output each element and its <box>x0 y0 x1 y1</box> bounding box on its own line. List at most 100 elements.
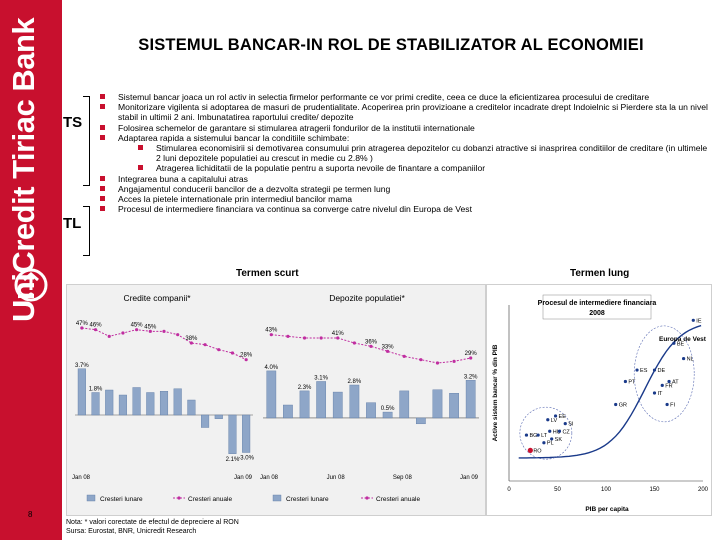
depozite-x-tick: Jan 08 <box>260 475 279 481</box>
depozite-bar <box>266 370 277 419</box>
credite-bar-label: 3.7% <box>75 363 89 369</box>
credite-annual-point <box>162 329 166 333</box>
credite-annual-point <box>217 348 221 352</box>
depozite-bar <box>366 402 376 419</box>
scatter-point-label: CZ <box>562 429 570 435</box>
depozite-annual-label: 43% <box>265 328 278 334</box>
credite-bar-label: -3.0% <box>238 456 254 462</box>
depozite-annual-label: 41% <box>332 331 345 337</box>
ts-label: TS <box>63 114 83 131</box>
depozite-title: Depozite populatiei* <box>329 293 405 303</box>
depozite-bar <box>349 384 360 419</box>
footnote: Nota: * valori corectate de efectul de d… <box>66 518 239 536</box>
short-term-heading: Termen scurt <box>236 268 299 279</box>
credite-annual-point <box>244 358 248 362</box>
depozite-x-tick: Sep 08 <box>393 475 413 481</box>
bullet-item: Procesul de intermediere financiara va c… <box>100 204 712 214</box>
scatter-point-label: SK <box>555 437 563 443</box>
scatter-point-label: IT <box>658 391 664 397</box>
credite-bar-label: 2.1% <box>226 457 240 463</box>
scatter-point-label: PL <box>547 441 554 447</box>
scatter-point <box>660 383 664 387</box>
credite-annual-point <box>230 351 235 355</box>
credite-bar <box>228 414 237 454</box>
scatter-point <box>635 368 639 372</box>
credite-annual-label: 28% <box>240 353 253 359</box>
scatter-point-label: LT <box>541 433 548 439</box>
sub-bullet-item: Atragerea lichiditatii de la populatie p… <box>100 163 712 173</box>
short-term-charts-svg: Credite companii* 3.7% 1.8% 2.1% -3.0% 47% 46%… <box>72 293 479 503</box>
scatter-cee-ellipse <box>519 406 573 460</box>
ts-bracket <box>83 96 90 186</box>
scatter-point <box>548 429 552 433</box>
legend-label: Cresteri anuale <box>188 496 232 503</box>
credite-x-tick: Jan 08 <box>72 475 91 481</box>
scatter-point-label: FI <box>670 402 675 408</box>
depozite-bar-label: 2.8% <box>348 379 362 385</box>
bullet-item: Monitorizare vigilenta si adoptarea de m… <box>100 102 712 122</box>
credite-annual-label: 45% <box>131 323 144 329</box>
depozite-annual-point <box>352 341 356 345</box>
depozite-bar <box>432 389 443 419</box>
tl-bracket <box>83 206 90 256</box>
scatter-point-label: PT <box>628 380 636 386</box>
scatter-we-ellipse <box>633 325 695 423</box>
depozite-annual-point <box>336 336 340 340</box>
scatter-point <box>691 318 695 322</box>
depozite-bar <box>299 390 310 419</box>
scatter-point <box>536 433 540 437</box>
scatter-title-year: 2008 <box>589 310 605 317</box>
long-term-heading: Termen lung <box>570 268 630 279</box>
credite-annual-label: 45% <box>144 324 157 330</box>
scatter-point <box>614 402 618 407</box>
credite-annual-point <box>176 333 180 337</box>
depozite-annual-label: 33% <box>382 344 395 350</box>
depozite-annual-point <box>386 349 390 353</box>
scatter-point <box>546 418 550 422</box>
credite-annual-label: 38% <box>185 336 198 342</box>
credite-bar <box>146 392 155 416</box>
depozite-bar-label: 3.2% <box>464 374 478 380</box>
legend-monthly-swatch <box>272 494 282 502</box>
credite-bar-label: 1.8% <box>89 387 103 393</box>
scatter-point-label: SI <box>568 422 574 428</box>
depozite-bar <box>283 404 293 419</box>
scatter-x-tick: 150 <box>649 487 660 493</box>
depozite-annual-point <box>402 354 406 358</box>
legend-label: Cresteri lunare <box>100 496 143 503</box>
bullet-item: Acces la pietele internationale prin int… <box>100 194 712 204</box>
credite-x-tick: Jan 09 <box>234 475 253 481</box>
credite-annual-point <box>93 328 98 332</box>
credite-annual-point <box>121 331 125 335</box>
depozite-annual-point <box>435 361 440 365</box>
bullet-item: Angajamentul conducerii bancilor de a de… <box>100 184 712 194</box>
depozite-bar-label: 4.0% <box>264 365 278 371</box>
depozite-annual-label: 29% <box>465 351 478 357</box>
scatter-trend-label: Europa de Vest <box>659 336 707 343</box>
credite-annual-label: 47% <box>76 321 89 327</box>
scatter-point <box>553 414 558 418</box>
depozite-annual-point <box>286 334 290 338</box>
credite-annual-point <box>80 326 84 330</box>
depozite-bar <box>399 390 410 419</box>
scatter-point <box>623 379 627 384</box>
scatter-point <box>672 341 676 345</box>
credite-bar <box>159 391 169 416</box>
scatter-point <box>563 422 567 426</box>
brand-band: UniCredit Tiriac Bank <box>0 0 62 540</box>
depozite-annual-point <box>469 356 473 360</box>
tl-label: TL <box>63 215 82 232</box>
credite-bar <box>214 414 223 419</box>
credite-annual-point <box>107 334 111 338</box>
scatter-point <box>527 447 533 453</box>
depozite-annual-point <box>419 358 423 362</box>
credite-bar <box>118 394 127 416</box>
scatter-x-tick: 0 <box>507 487 511 493</box>
depozite-x-tick: Jan 09 <box>460 475 479 481</box>
scatter-point <box>557 429 562 433</box>
depozite-bar <box>382 411 393 419</box>
scatter-point-label: RO <box>533 448 542 454</box>
scatter-title-box <box>542 294 652 320</box>
scatter-point <box>667 379 671 384</box>
depozite-bar <box>449 393 459 419</box>
